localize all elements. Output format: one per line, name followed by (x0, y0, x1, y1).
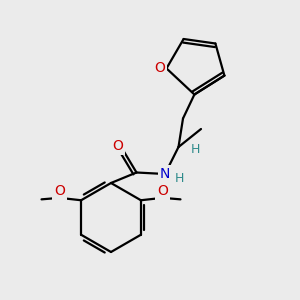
Text: O: O (157, 184, 168, 198)
Text: O: O (54, 184, 65, 198)
Text: O: O (112, 139, 123, 153)
Text: O: O (154, 61, 165, 75)
Text: H: H (190, 143, 200, 156)
Text: N: N (160, 167, 170, 181)
Text: H: H (175, 172, 184, 185)
